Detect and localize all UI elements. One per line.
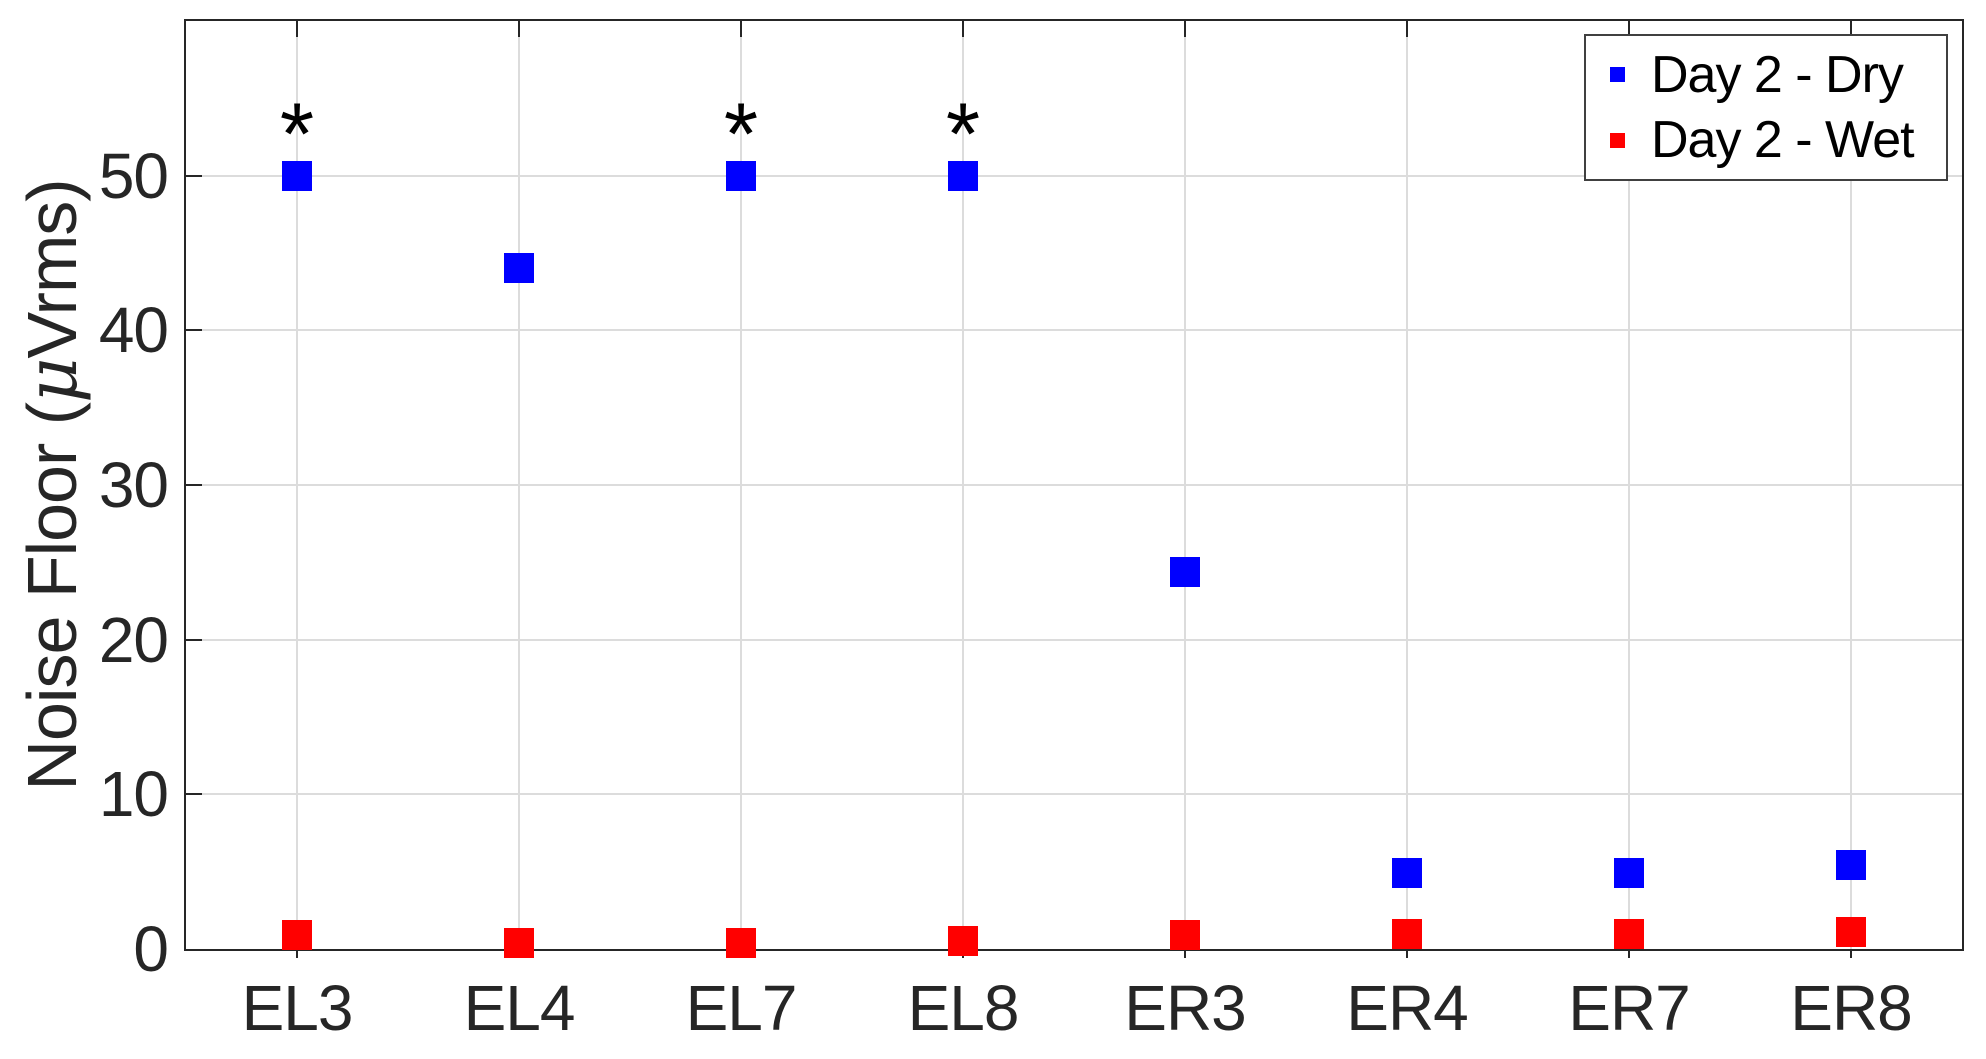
legend-label-wet: Day 2 - Wet <box>1651 111 1915 170</box>
x-tick-label: ER8 <box>1790 972 1912 1044</box>
data-point-dry-EL8 <box>948 160 978 191</box>
legend-label-dry: Day 2 - Dry <box>1651 45 1904 104</box>
legend-entry-wet: Day 2 - Wet <box>1586 110 1946 170</box>
x-tick-mark-bottom <box>1628 949 1630 958</box>
x-tick-mark-top <box>1850 21 1852 37</box>
data-point-dry-EL4 <box>504 253 534 284</box>
data-point-dry-EL7 <box>726 160 756 191</box>
data-point-dry-ER8 <box>1836 850 1866 881</box>
data-point-dry-ER4 <box>1392 858 1422 889</box>
x-tick-label: ER7 <box>1568 972 1690 1044</box>
dry-series-marker-icon <box>1610 67 1625 83</box>
data-point-dry-EL3 <box>282 160 312 191</box>
y-tick-label: 40 <box>98 294 169 367</box>
legend: Day 2 - Dry Day 2 - Wet <box>1584 34 1948 181</box>
vertical-gridline <box>1406 21 1408 949</box>
vertical-gridline <box>1628 21 1630 949</box>
wet-series-marker-icon <box>1610 132 1625 148</box>
y-tick-label: 20 <box>98 603 169 676</box>
vertical-gridline <box>962 21 964 949</box>
y-tick-mark <box>186 793 202 796</box>
x-tick-mark-top <box>296 21 298 37</box>
y-tick-mark <box>186 329 202 332</box>
x-tick-mark-top <box>518 21 520 37</box>
data-point-wet-ER4 <box>1392 918 1422 949</box>
x-tick-label: ER3 <box>1124 972 1246 1044</box>
horizontal-gridline <box>186 174 1962 177</box>
x-tick-mark-bottom <box>1850 949 1852 958</box>
data-point-wet-EL7 <box>726 927 756 958</box>
significance-asterisk: * <box>723 84 759 184</box>
horizontal-gridline <box>186 793 1962 796</box>
significance-asterisk: * <box>279 84 315 184</box>
x-tick-label: EL7 <box>685 972 798 1044</box>
x-tick-mark-top <box>740 21 742 37</box>
data-point-wet-EL8 <box>948 926 978 957</box>
data-point-wet-EL4 <box>504 927 534 958</box>
x-tick-label: ER4 <box>1346 972 1468 1044</box>
data-point-dry-ER7 <box>1614 858 1644 889</box>
vertical-gridline <box>518 21 520 949</box>
data-point-wet-ER8 <box>1836 916 1866 947</box>
horizontal-gridline <box>186 484 1962 486</box>
vertical-gridline <box>740 21 742 949</box>
mu-symbol: μ <box>11 358 93 403</box>
y-tick-mark <box>186 484 202 486</box>
legend-entry-dry: Day 2 - Dry <box>1586 45 1946 105</box>
y-tick-label: 0 <box>133 913 169 985</box>
vertical-gridline <box>296 21 298 949</box>
y-tick-mark <box>186 174 202 177</box>
x-tick-mark-top <box>1406 21 1408 37</box>
y-tick-mark <box>186 638 202 641</box>
x-tick-label: EL3 <box>241 972 354 1044</box>
data-point-wet-EL3 <box>282 920 312 951</box>
x-tick-mark-top <box>1628 21 1630 37</box>
plot-area <box>184 19 1964 951</box>
y-tick-label: 50 <box>98 139 169 212</box>
data-point-wet-ER3 <box>1170 920 1200 951</box>
x-tick-label: EL4 <box>463 972 576 1044</box>
data-point-dry-ER3 <box>1170 556 1200 587</box>
vertical-gridline <box>1850 21 1852 949</box>
x-tick-mark-top <box>1184 21 1186 37</box>
x-tick-mark-top <box>962 21 964 37</box>
x-tick-mark-bottom <box>1184 949 1186 958</box>
x-tick-label: EL8 <box>907 972 1020 1044</box>
vertical-gridline <box>1184 21 1186 949</box>
horizontal-gridline <box>186 638 1962 641</box>
y-tick-label: 10 <box>98 758 169 831</box>
y-tick-label: 30 <box>98 449 169 521</box>
horizontal-gridline <box>186 329 1962 332</box>
y-axis-label: Noise Floor (μVrms) <box>11 179 93 791</box>
x-tick-mark-bottom <box>1406 949 1408 958</box>
significance-asterisk: * <box>945 84 981 184</box>
data-point-wet-ER7 <box>1614 918 1644 949</box>
x-tick-mark-bottom <box>296 949 298 958</box>
